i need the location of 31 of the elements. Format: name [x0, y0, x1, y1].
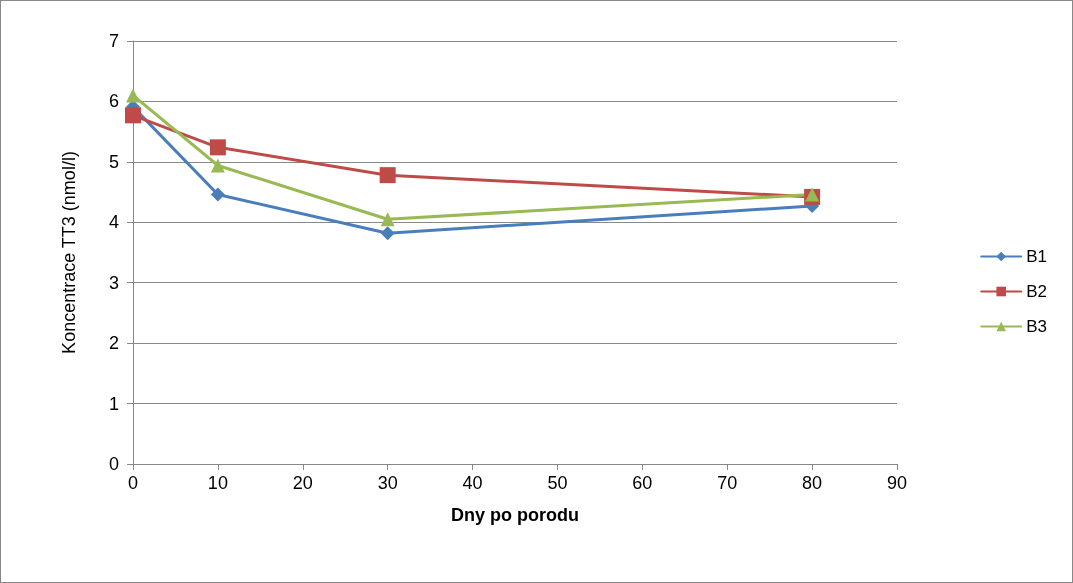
point — [125, 107, 141, 124]
point — [379, 167, 396, 184]
x-tick-label: 10 — [207, 473, 228, 493]
point — [380, 226, 395, 241]
x-tick-label: 80 — [802, 473, 823, 493]
point — [210, 158, 225, 173]
y-tick-label: 5 — [108, 151, 119, 172]
x-tick-label: 0 — [127, 473, 139, 493]
legend-label: B1 — [1026, 247, 1047, 266]
y-tick-label: 3 — [108, 272, 119, 293]
y-tick-label: 2 — [108, 333, 119, 354]
x-tick-label: 40 — [462, 473, 483, 493]
x-tick-label: 20 — [292, 473, 313, 493]
y-axis-title: Koncentrace TT3 (nmol/l) — [59, 151, 79, 354]
y-tick-label: 1 — [108, 393, 119, 414]
x-tick-label: 30 — [377, 473, 398, 493]
point — [210, 187, 225, 202]
legend-label: B3 — [1026, 317, 1047, 336]
point — [380, 212, 395, 227]
point — [126, 88, 140, 103]
x-tick-label: 60 — [632, 473, 653, 493]
x-axis-title: Dny po porodu — [451, 505, 579, 525]
legend-label: B2 — [1026, 282, 1047, 301]
point — [209, 139, 226, 156]
x-tick-label: 90 — [886, 473, 908, 493]
x-tick-label: 50 — [547, 473, 568, 493]
y-tick-label: 4 — [108, 212, 119, 233]
x-tick-label: 70 — [717, 473, 738, 493]
y-tick-label: 6 — [108, 91, 119, 112]
y-tick-label: 7 — [108, 31, 119, 51]
y-tick-label: 0 — [108, 454, 119, 474]
